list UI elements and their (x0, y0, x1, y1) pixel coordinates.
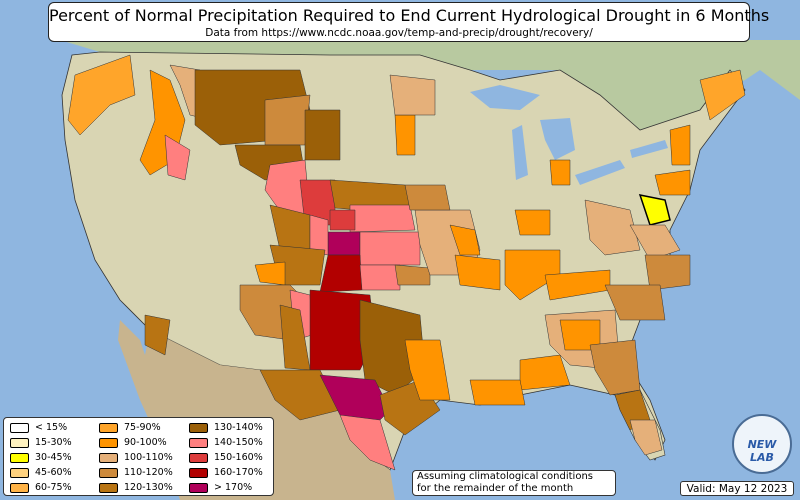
region-ny-west (669, 124, 691, 166)
legend-swatch (99, 452, 118, 463)
legend-label: > 170% (214, 482, 253, 493)
region-georgia-south (589, 339, 641, 396)
lake-superior (470, 85, 540, 110)
legend-item: < 15% (10, 422, 67, 433)
legend-item: > 170% (189, 482, 252, 493)
legend: < 15% 15-30% 30-45% 45-60% 60-75% 75-90%… (3, 417, 274, 496)
lake-michigan (512, 125, 528, 180)
region-ks-nw (329, 209, 356, 231)
legend-item: 130-140% (189, 422, 263, 433)
region-florida-south (629, 419, 663, 456)
legend-label: 110-120% (124, 467, 173, 478)
lake-erie (575, 160, 625, 185)
region-nc (644, 254, 691, 291)
legend-swatch (189, 452, 208, 463)
legend-label: 160-170% (214, 467, 263, 478)
region-minnesota (394, 114, 416, 156)
region-la-coast (469, 379, 526, 406)
newlab-logo: NEW LAB (732, 414, 792, 474)
region-pa-nj (654, 169, 691, 196)
legend-swatch (10, 437, 29, 448)
region-pink-or (164, 134, 191, 181)
legend-swatch (189, 422, 208, 433)
region-co-east (309, 214, 329, 256)
legend-item: 60-75% (10, 482, 72, 493)
lake-ontario (630, 140, 668, 158)
region-az-west (144, 314, 171, 356)
note-line-1: Assuming climatological conditions (417, 471, 593, 482)
region-tx-east (404, 339, 451, 401)
region-tx-south (339, 414, 396, 471)
assumption-note: Assuming climatological conditions for t… (412, 470, 616, 496)
region-tx-west (259, 369, 341, 421)
legend-label: 130-140% (214, 422, 263, 433)
legend-label: 90-100% (124, 437, 167, 448)
legend-label: 140-150% (214, 437, 263, 448)
region-wv-va (584, 199, 641, 256)
region-mn-north (389, 74, 436, 116)
legend-label: 60-75% (35, 482, 72, 493)
canada-land (60, 40, 800, 130)
legend-label: 120-130% (124, 482, 173, 493)
legend-item: 100-110% (99, 452, 173, 463)
legend-swatch (10, 452, 29, 463)
drought-regions (67, 54, 746, 471)
region-ok-east (394, 264, 431, 286)
region-ok-north (359, 264, 401, 291)
legend-swatch (10, 422, 29, 433)
legend-label: 30-45% (35, 452, 72, 463)
legend-item: 45-60% (10, 467, 72, 478)
legend-swatch (10, 467, 29, 478)
region-iowa (404, 184, 451, 211)
region-virginia (629, 224, 681, 261)
title-box: Percent of Normal Precipitation Required… (48, 2, 770, 42)
legend-swatch (10, 482, 29, 493)
legend-item: 30-45% (10, 452, 72, 463)
region-maryland (638, 194, 671, 226)
legend-label: 75-90% (124, 422, 161, 433)
region-sc (604, 284, 666, 321)
region-kansas (359, 231, 421, 266)
region-montana-east (264, 94, 311, 146)
legend-item: 160-170% (189, 467, 263, 478)
region-maine (699, 69, 746, 121)
legend-swatch (99, 482, 118, 493)
legend-swatch (189, 467, 208, 478)
legend-label: 100-110% (124, 452, 173, 463)
region-wa-or-coast (67, 54, 136, 136)
map-title: Percent of Normal Precipitation Required… (49, 6, 770, 25)
legend-label: 150-160% (214, 452, 263, 463)
map-subtitle: Data from https://www.ncdc.noaa.gov/temp… (205, 27, 593, 39)
legend-item: 15-30% (10, 437, 72, 448)
legend-label: < 15% (35, 422, 68, 433)
legend-swatch (99, 467, 118, 478)
legend-swatch (189, 437, 208, 448)
legend-swatch (189, 482, 208, 493)
region-ne-south (349, 204, 416, 233)
lake-huron (540, 118, 575, 160)
legend-item: 90-100% (99, 437, 167, 448)
region-michigan (549, 159, 571, 186)
legend-swatch (99, 437, 118, 448)
region-mo-east (449, 224, 481, 256)
region-indiana (514, 209, 551, 236)
note-line-2: for the remainder of the month (417, 483, 574, 494)
region-sd-west (304, 109, 341, 161)
region-kentucky (504, 249, 561, 301)
legend-item: 110-120% (99, 467, 173, 478)
legend-swatch (99, 422, 118, 433)
region-ks-west (327, 231, 361, 256)
legend-item: 150-160% (189, 452, 263, 463)
legend-item: 75-90% (99, 422, 161, 433)
legend-item: 120-130% (99, 482, 173, 493)
legend-item: 140-150% (189, 437, 263, 448)
logo-text: NEW LAB (747, 438, 777, 464)
valid-date: Valid: May 12 2023 (680, 481, 794, 496)
legend-label: 45-60% (35, 467, 72, 478)
region-mo-south (454, 254, 501, 291)
legend-label: 15-30% (35, 437, 72, 448)
